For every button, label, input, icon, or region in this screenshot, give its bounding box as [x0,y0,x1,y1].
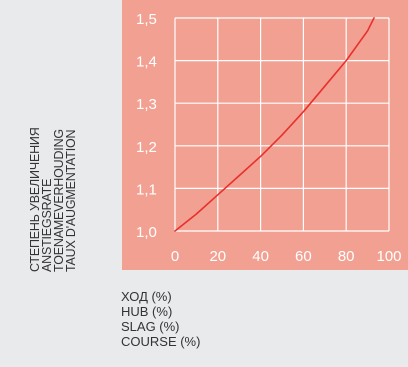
x-tick-label: 80 [338,248,355,265]
chart-svg: 0 20 40 60 80 100 1,0 1,1 1,2 1,3 1,4 1,5 [122,0,408,270]
y-tick-label: 1,2 [136,139,157,156]
series-line [174,17,375,232]
x-axis-label-line: ХОД (%) [121,289,172,304]
y-tick-label: 1,1 [136,181,157,198]
y-tick-label: 1,4 [136,54,157,71]
x-tick-label: 20 [209,248,226,265]
y-tick-label: 1,3 [136,96,157,113]
x-axis-label-line: SLAG (%) [121,319,180,334]
x-axis-label-line: COURSE (%) [121,334,201,349]
y-axis-label: СТЕПЕНЬ УВЕЛИЧЕНИЯ ANSTIEGSRATE TOENAMEV… [20,62,86,272]
x-axis-label: ХОД (%) HUB (%) SLAG (%) COURSE (%) [121,289,200,349]
x-axis-label-line: HUB (%) [121,304,173,319]
x-tick-label: 0 [171,248,179,265]
y-tick-label: 1,5 [136,11,157,28]
x-tick-label: 100 [376,248,401,265]
y-axis-label-line: TAUX D'AUGMENTATION [64,129,78,272]
chart: 0 20 40 60 80 100 1,0 1,1 1,2 1,3 1,4 1,5 [122,0,408,270]
chart-panel [122,0,408,270]
x-tick-label: 40 [252,248,269,265]
y-tick-label: 1,0 [136,224,157,241]
x-tick-label: 60 [295,248,312,265]
